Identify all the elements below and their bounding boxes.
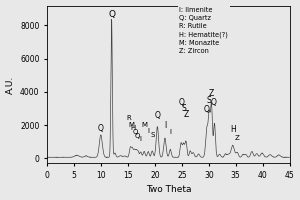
Text: I: I — [147, 128, 149, 134]
Text: H: H — [231, 125, 236, 134]
Text: S: S — [181, 104, 186, 113]
Text: S: S — [207, 96, 212, 105]
Text: H: H — [131, 125, 136, 131]
Y-axis label: A.U.: A.U. — [6, 75, 15, 94]
Text: I: Ilmenite
Q: Quartz
R: Rutile
H: Hematite(?)
M: Monazite
Z: Zircon: I: Ilmenite Q: Quartz R: Rutile H: Hemat… — [179, 7, 228, 54]
Text: Q: Q — [135, 133, 140, 139]
Text: Z: Z — [183, 110, 188, 119]
Text: I: I — [169, 129, 171, 135]
Text: Q: Q — [204, 105, 210, 114]
X-axis label: Two Theta: Two Theta — [146, 185, 191, 194]
Text: Z: Z — [235, 135, 240, 141]
Text: I: I — [140, 136, 142, 142]
Text: Q: Q — [211, 98, 217, 107]
Text: S: S — [150, 132, 154, 138]
Text: M: M — [141, 122, 147, 128]
Text: Q: Q — [108, 10, 115, 19]
Text: Z: Z — [208, 89, 214, 98]
Text: I: I — [164, 121, 166, 130]
Text: R: R — [126, 115, 131, 121]
Text: Q: Q — [178, 98, 184, 107]
Text: Q: Q — [154, 111, 160, 120]
Text: M: M — [128, 122, 134, 128]
Text: Q: Q — [98, 124, 104, 133]
Text: Q: Q — [133, 129, 138, 135]
